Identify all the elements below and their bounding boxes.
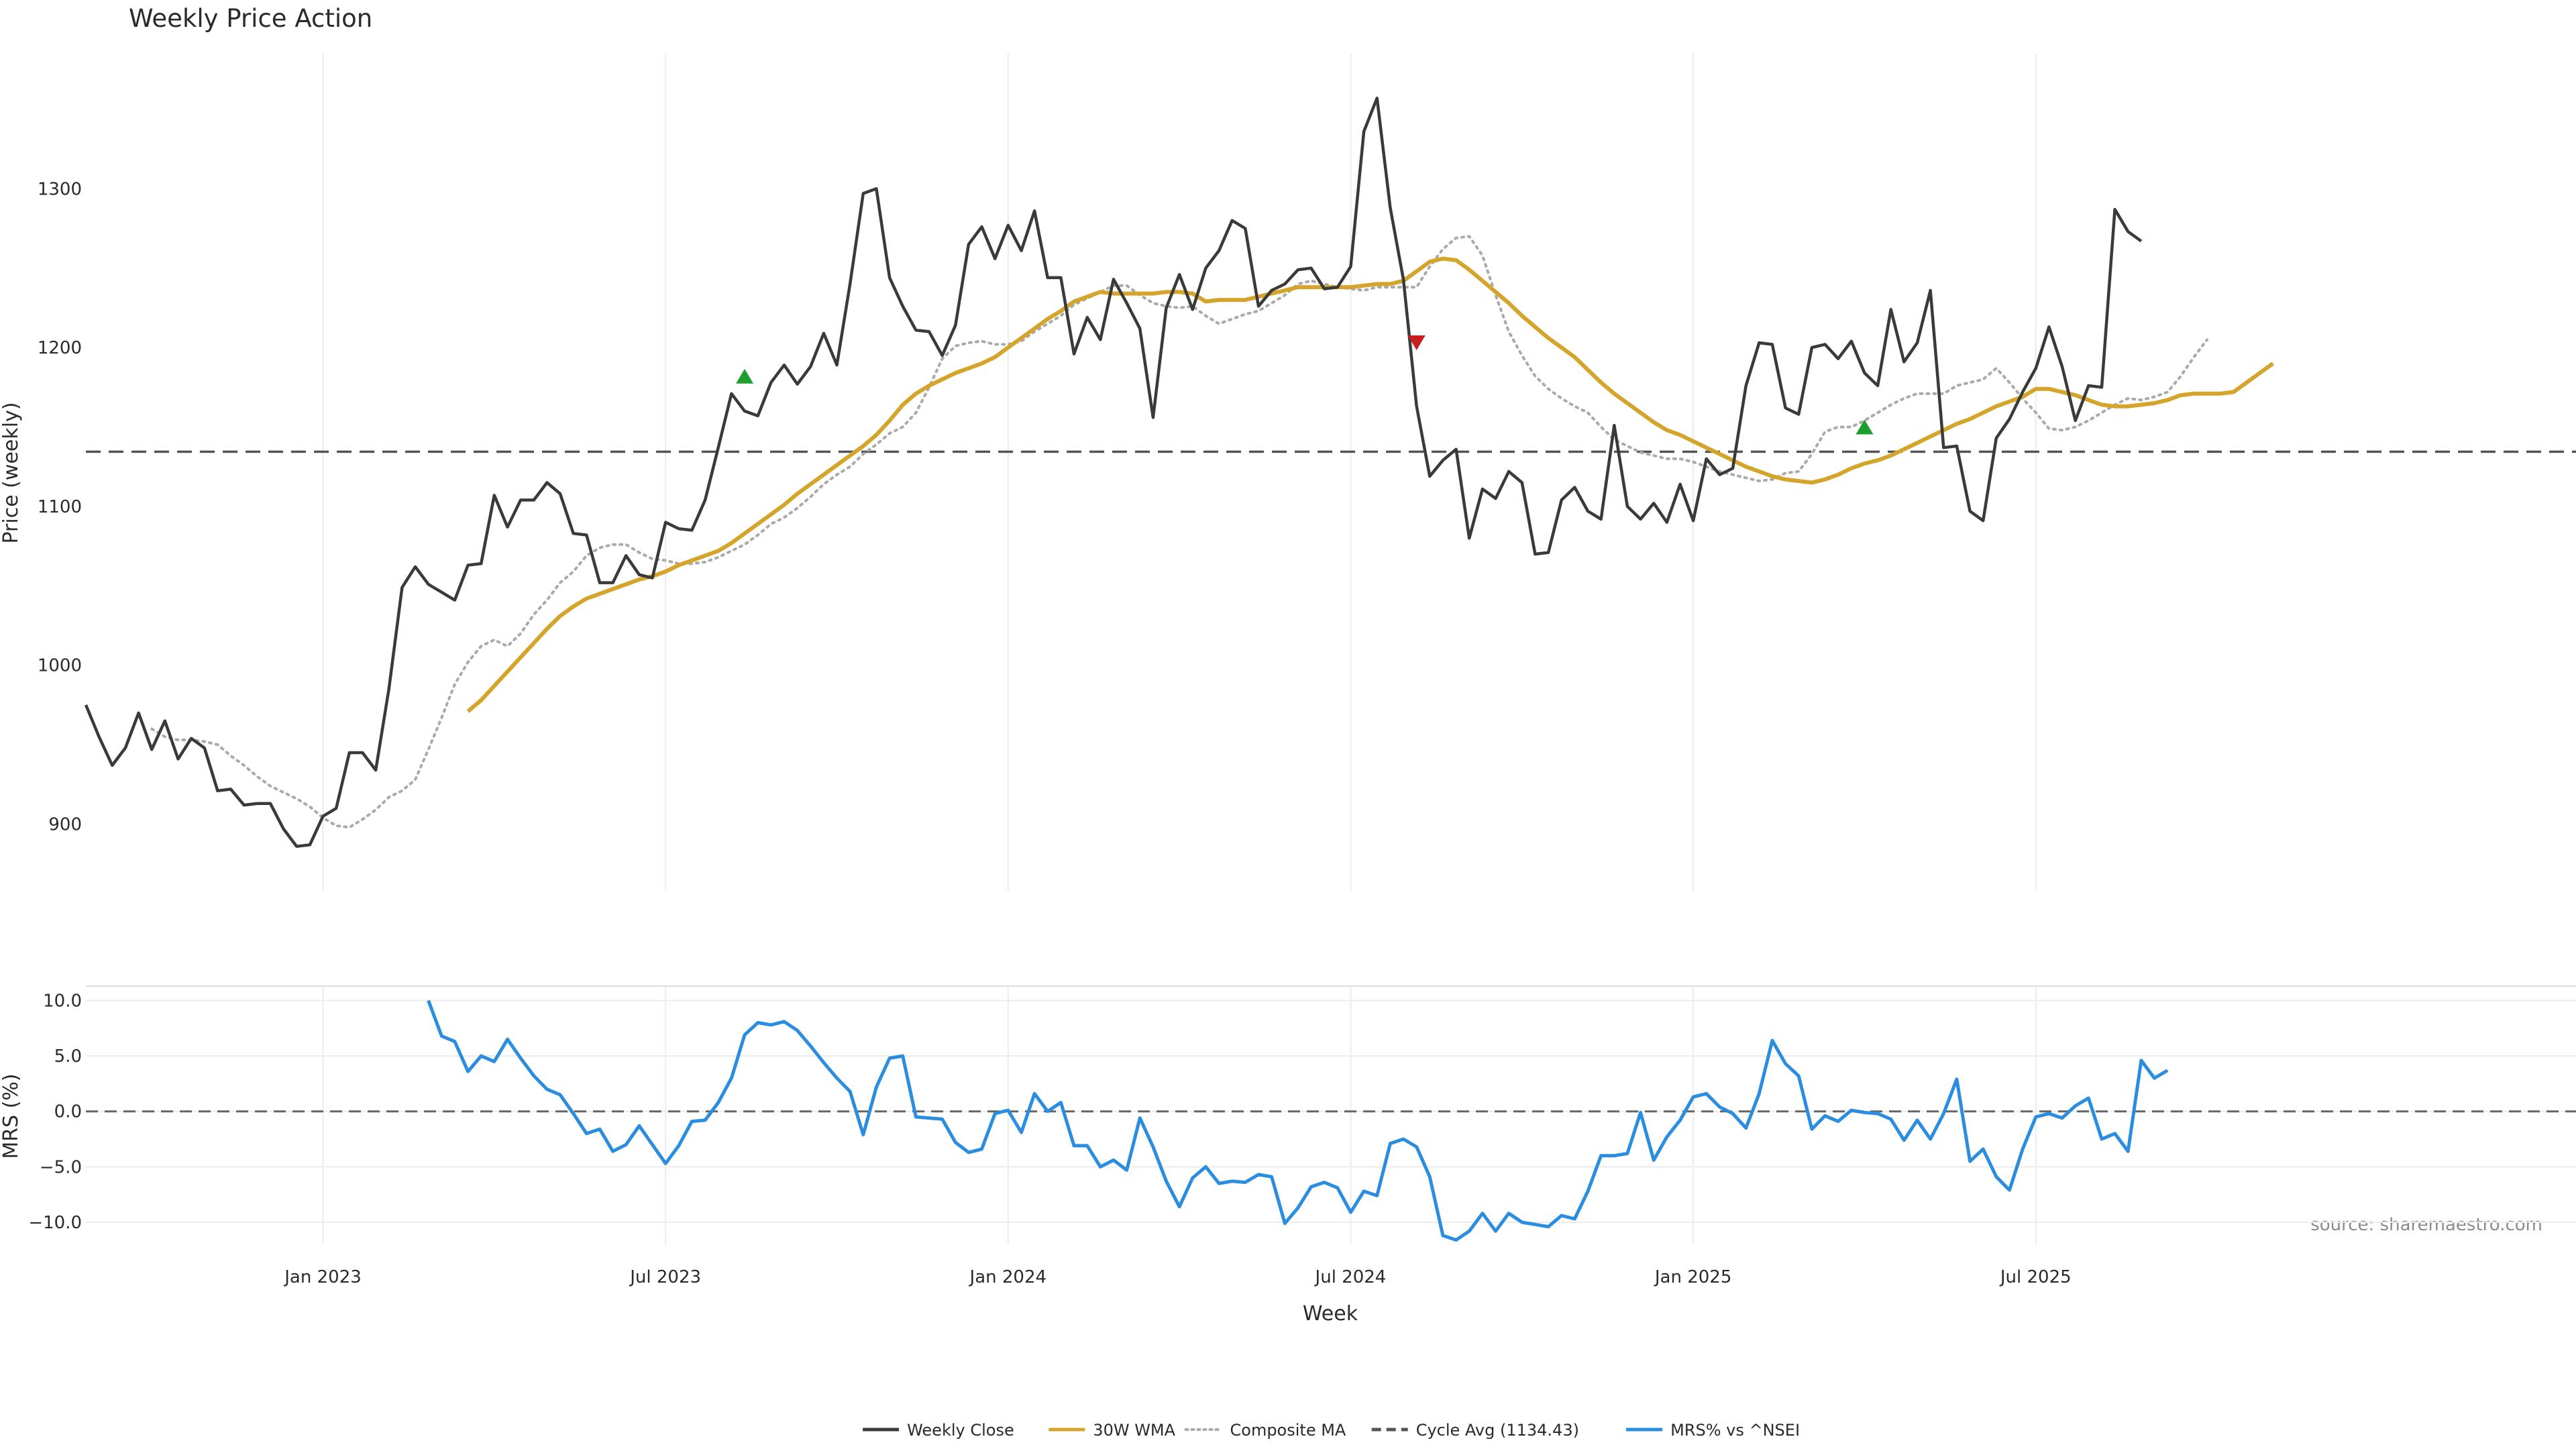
price-y-tick-label: 1000 [38, 656, 82, 676]
price-axis-title: Price (weekly) [0, 402, 23, 543]
price-panel: 900 1000 1100 1200 1300 [38, 54, 2576, 891]
price-y-tick-label: 900 [48, 815, 82, 835]
x-tick-label: Jul 2025 [1999, 1267, 2072, 1287]
buy-signal-marker [736, 368, 754, 384]
legend-label-mrs: MRS% vs ^NSEI [1670, 1421, 1800, 1440]
mrs-panel: 10.0 5.0 0.0 −5.0 −10.0 [28, 985, 2576, 1244]
legend-label-composite: Composite MA [1230, 1421, 1346, 1440]
price-y-tick-label: 1300 [38, 179, 82, 199]
mrs-line [427, 1000, 2169, 1242]
composite-ma-line [150, 235, 2209, 829]
mrs-axis-title: MRS (%) [0, 1073, 23, 1159]
legend-label-cycle: Cycle Avg (1134.43) [1416, 1421, 1579, 1440]
x-axis: Jan 2023 Jul 2023 Jan 2024 Jul 2024 Jan 2025… [283, 1267, 2071, 1287]
legend: Weekly Close 30W WMA Composite MA Cycle Avg… [863, 1421, 1800, 1440]
sell-signal-marker [1407, 335, 1426, 350]
x-tick-label: Jul 2024 [1314, 1267, 1387, 1287]
x-tick-label: Jan 2025 [1654, 1267, 1732, 1287]
chart-title: Weekly Price Action [129, 4, 372, 33]
x-tick-label: Jan 2023 [283, 1267, 362, 1287]
source-annotation: source: sharemaestro.com [2310, 1215, 2542, 1235]
mrs-y-tick-label: 5.0 [54, 1046, 82, 1067]
x-tick-label: Jul 2023 [629, 1267, 701, 1287]
mrs-y-tick-label: 10.0 [43, 991, 82, 1011]
weekly-close-line [84, 97, 2143, 848]
legend-label-wma: 30W WMA [1093, 1421, 1175, 1440]
wma-line [466, 256, 2275, 713]
price-y-tick-label: 1100 [38, 497, 82, 517]
x-axis-title: Week [1303, 1302, 1358, 1326]
x-tick-label: Jan 2024 [969, 1267, 1047, 1287]
mrs-y-tick-label: 0.0 [54, 1102, 82, 1122]
mrs-y-tick-label: −10.0 [28, 1213, 82, 1233]
legend-label-close: Weekly Close [907, 1421, 1014, 1440]
price-y-tick-label: 1200 [38, 338, 82, 358]
mrs-y-tick-label: −5.0 [40, 1157, 82, 1177]
buy-signal-marker [1856, 419, 1874, 435]
